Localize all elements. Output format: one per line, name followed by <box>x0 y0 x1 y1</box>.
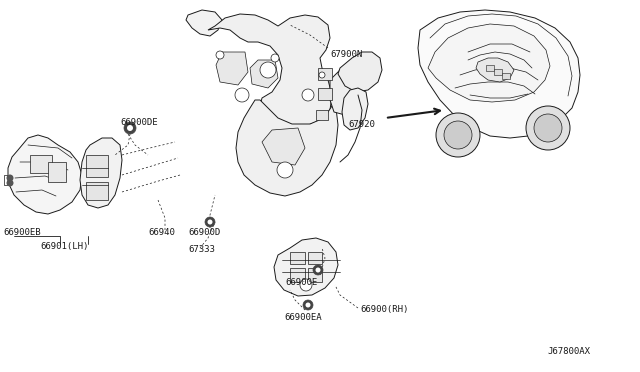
Text: 66900D: 66900D <box>188 228 220 237</box>
Bar <box>290 252 305 264</box>
Circle shape <box>235 88 249 102</box>
Circle shape <box>444 121 472 149</box>
Circle shape <box>216 51 224 59</box>
Text: 67900N: 67900N <box>330 50 362 59</box>
Circle shape <box>260 62 276 78</box>
Bar <box>308 252 322 264</box>
Text: 67920: 67920 <box>348 120 375 129</box>
Bar <box>30 155 52 173</box>
Text: 66940: 66940 <box>148 228 175 237</box>
Bar <box>290 268 305 282</box>
Circle shape <box>124 122 136 134</box>
Circle shape <box>300 279 312 291</box>
Bar <box>316 110 328 120</box>
Bar <box>86 155 108 177</box>
Circle shape <box>127 125 133 131</box>
Text: 66900(RH): 66900(RH) <box>360 305 408 314</box>
Polygon shape <box>236 92 338 196</box>
Circle shape <box>305 302 310 308</box>
Polygon shape <box>8 135 82 214</box>
Circle shape <box>302 89 314 101</box>
Circle shape <box>526 106 570 150</box>
Text: 66900EB: 66900EB <box>3 228 40 237</box>
Polygon shape <box>418 10 580 138</box>
Bar <box>502 73 510 79</box>
Text: 66900E: 66900E <box>285 278 317 287</box>
Circle shape <box>436 113 480 157</box>
Polygon shape <box>330 65 365 115</box>
Text: J67800AX: J67800AX <box>547 347 590 356</box>
Bar <box>48 162 66 182</box>
Text: 66900EA: 66900EA <box>284 313 322 322</box>
Polygon shape <box>262 128 305 165</box>
Text: 67333: 67333 <box>188 245 215 254</box>
Text: 66900DE: 66900DE <box>120 118 157 127</box>
Polygon shape <box>428 24 550 102</box>
Circle shape <box>271 54 279 62</box>
Polygon shape <box>186 10 222 36</box>
Bar <box>318 88 332 100</box>
Bar <box>308 268 322 282</box>
Circle shape <box>207 219 212 224</box>
Polygon shape <box>208 14 332 125</box>
Bar <box>318 68 332 80</box>
Text: 66901(LH): 66901(LH) <box>40 242 88 251</box>
Polygon shape <box>216 52 248 85</box>
Circle shape <box>534 114 562 142</box>
Circle shape <box>319 72 325 78</box>
Bar <box>494 69 502 75</box>
Circle shape <box>303 300 313 310</box>
Circle shape <box>205 217 215 227</box>
Circle shape <box>316 267 321 273</box>
Polygon shape <box>476 58 514 82</box>
Circle shape <box>313 265 323 275</box>
Polygon shape <box>274 238 338 296</box>
Polygon shape <box>80 138 122 208</box>
Polygon shape <box>250 60 278 88</box>
Bar <box>486 65 494 71</box>
Polygon shape <box>338 52 382 92</box>
Bar <box>86 182 108 200</box>
Circle shape <box>277 162 293 178</box>
Polygon shape <box>342 88 368 130</box>
Circle shape <box>6 174 13 182</box>
Circle shape <box>6 180 13 186</box>
